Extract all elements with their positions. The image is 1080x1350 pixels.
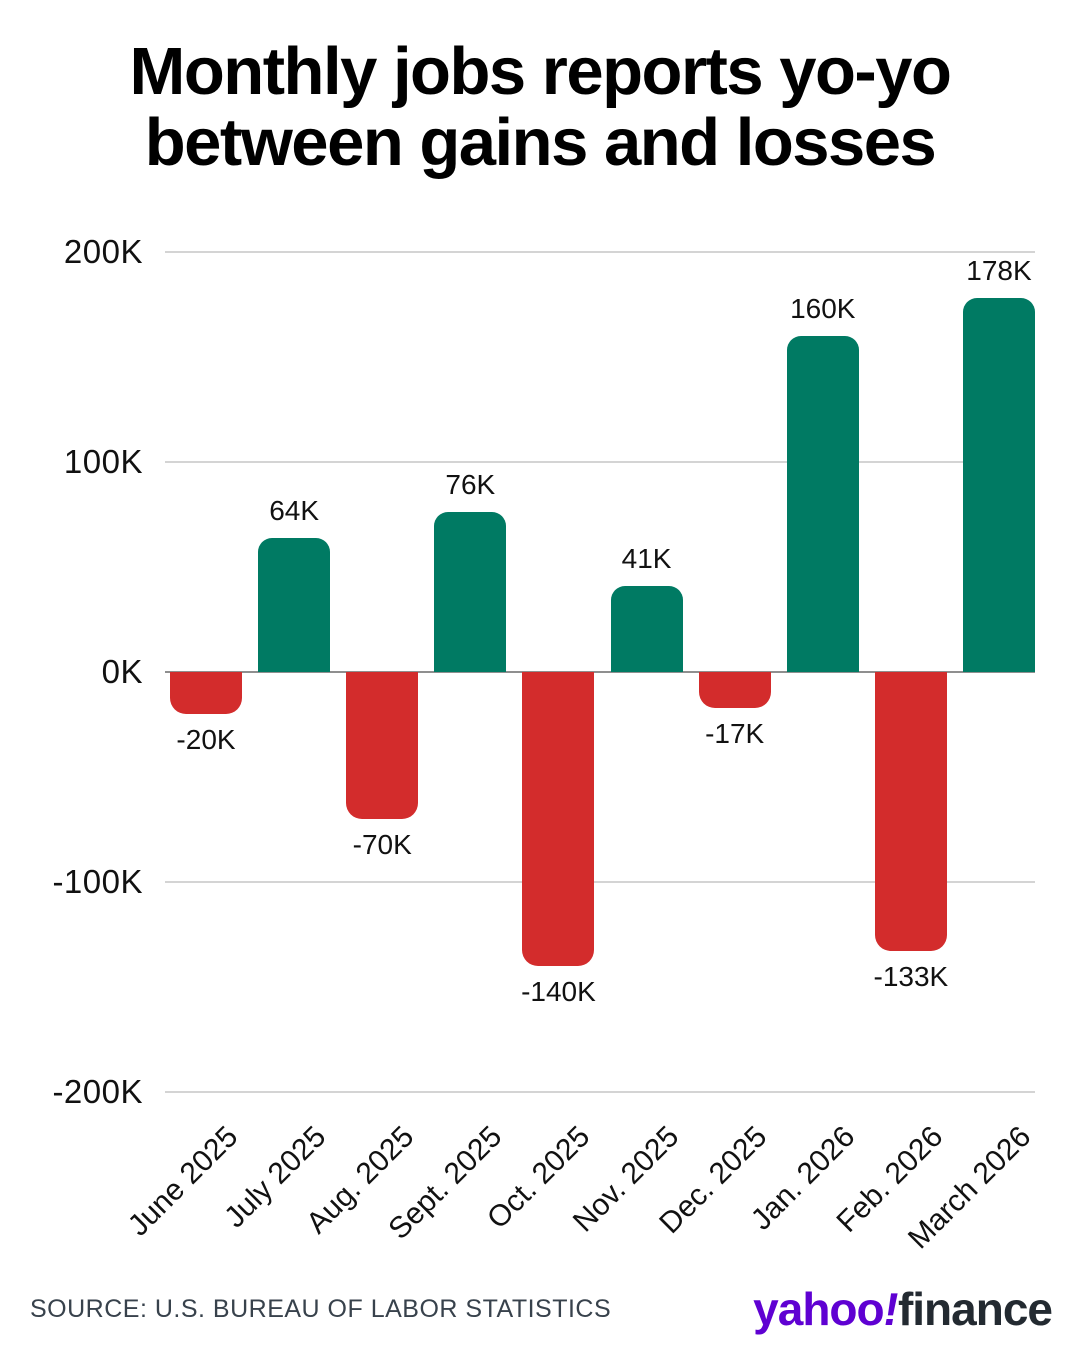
logo-finance-text: finance [897,1283,1053,1335]
chart-title-line1: Monthly jobs reports yo-yo [129,34,952,109]
bar-value-label-oct-2025: -140K [521,976,596,1007]
bar-aug-2025 [346,672,419,819]
bar-value-label-july-2025: 64K [269,494,320,526]
chart-title: Monthly jobs reports yo-yo between gains… [0,36,1080,178]
bar-value-label-aug-2025: -70K [352,829,412,860]
y-axis-tick-200k: -200K [52,1073,143,1110]
y-axis-tick-200k: 200K [63,233,143,270]
bar-value-label-feb-2026: -133K [873,961,949,993]
bar-sept-2025 [434,512,507,672]
yahoo-finance-logo: yahoo!finance [753,1282,1053,1336]
bar-value-label-june-2025: -20K [176,724,236,755]
source-credit: SOURCE: U.S. BUREAU OF LABOR STATISTICS [30,1294,612,1323]
bar-dec-2025 [698,672,771,708]
y-axis-tick-0k: 0K [101,653,143,690]
logo-yahoo-text: yahoo [753,1283,884,1335]
zero-axis-line [165,671,1035,673]
bar-june-2025 [170,672,242,714]
bar-july-2025 [258,537,331,672]
bar-value-label-march-2026: 178K [966,255,1032,287]
y-axis-tick-100k: -100K [52,863,143,900]
bar-value-label-jan-2026: 160K [790,293,856,324]
bar-value-label-nov-2025: 41K [621,542,672,574]
chart-title-line2: between gains and losses [144,105,937,180]
bar-value-label-sept-2025: 76K [445,469,496,501]
bar-march-2026 [962,298,1035,672]
bar-value-label-dec-2025: -17K [705,717,765,749]
bar-feb-2026 [874,672,947,952]
bar-jan-2026 [786,336,859,672]
gridline-100k [165,461,1035,463]
bar-oct-2025 [522,672,595,966]
gridline-200k [165,1091,1035,1093]
footer: SOURCE: U.S. BUREAU OF LABOR STATISTICS … [30,1282,1053,1336]
y-axis-tick-100k: 100K [63,443,143,480]
gridline-100k [165,881,1035,883]
bar-nov-2025 [610,585,683,672]
gridline-200k [165,251,1035,253]
